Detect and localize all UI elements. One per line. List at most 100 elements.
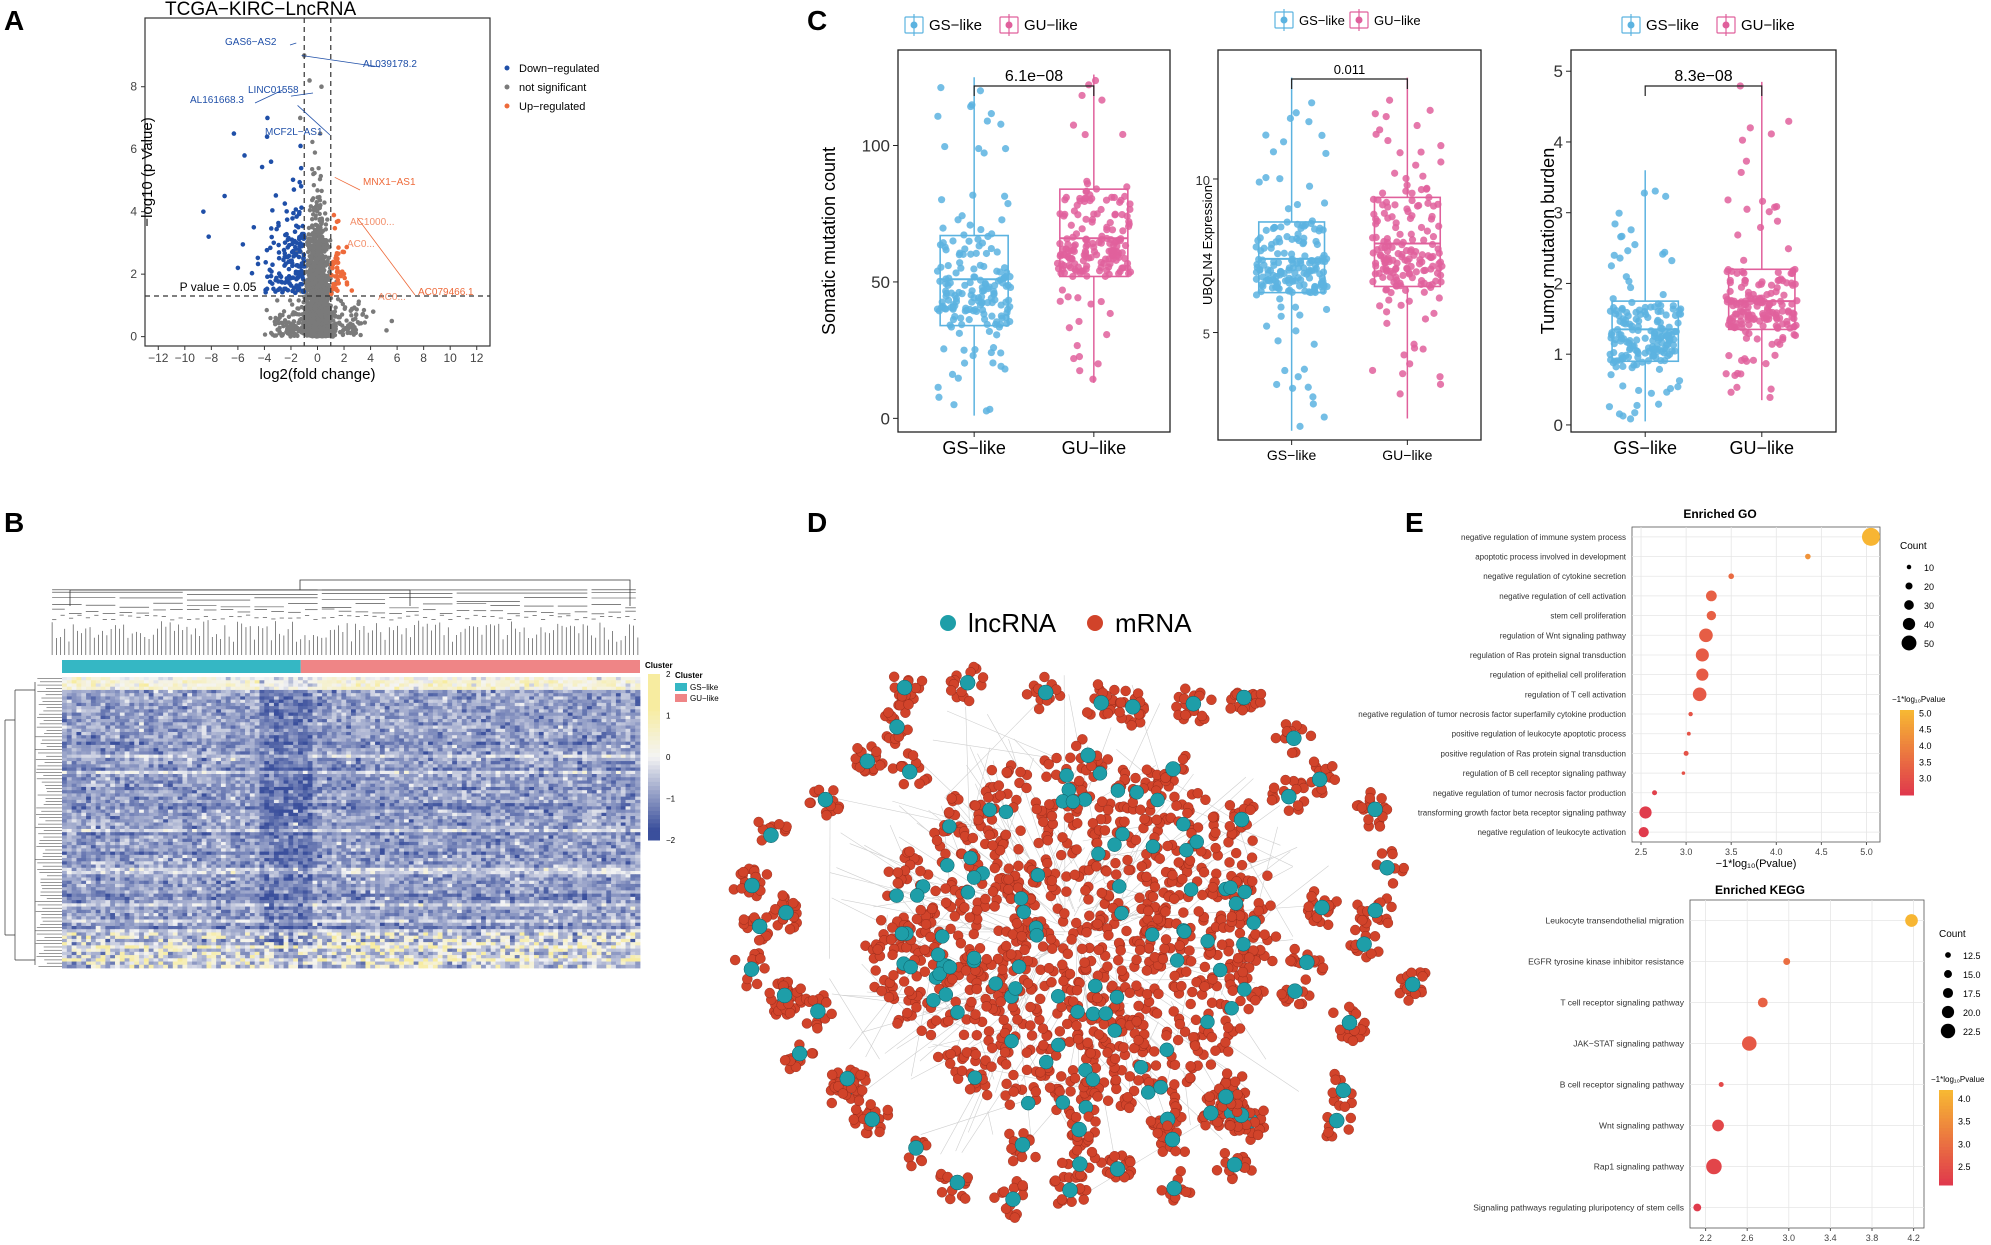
heat-cell	[283, 702, 289, 707]
heat-cell	[481, 683, 487, 688]
heat-cell	[490, 706, 496, 710]
jitter-point	[1619, 382, 1627, 390]
heat-cell	[288, 680, 294, 684]
volcano-point-down	[259, 164, 265, 170]
jitter-point	[1756, 223, 1765, 232]
heat-cell	[355, 677, 362, 681]
jitter-point	[1076, 367, 1084, 375]
heat-cell	[630, 702, 636, 707]
heat-cell	[543, 699, 549, 704]
heat-cell	[134, 677, 140, 681]
heat-cell	[548, 706, 554, 710]
heat-cell	[278, 683, 284, 688]
heat-cell	[283, 715, 289, 720]
heat-cell	[500, 677, 506, 681]
heat-cell	[582, 693, 588, 697]
heat-cell	[216, 683, 222, 688]
volcano-point	[281, 323, 286, 329]
heat-cell	[148, 699, 154, 704]
jitter-point	[1767, 281, 1776, 289]
volcano-point-down	[282, 251, 288, 256]
heat-cell	[322, 677, 328, 681]
heat-cell	[428, 677, 434, 681]
heat-cell	[615, 702, 622, 707]
jitter-point	[941, 142, 949, 151]
jitter-point	[1071, 260, 1079, 268]
heat-cell	[456, 702, 463, 707]
volcano-point-down	[271, 240, 277, 246]
heat-cell	[220, 693, 227, 697]
heat-cell	[192, 683, 198, 688]
jitter-point	[1103, 330, 1111, 339]
heat-cell	[254, 712, 260, 717]
jitter-point	[1437, 142, 1445, 150]
heat-cell	[346, 696, 352, 701]
heat-cell	[572, 683, 578, 688]
heat-cell	[567, 689, 573, 694]
heat-cell	[326, 696, 333, 701]
heat-cell	[577, 686, 583, 691]
jitter-point	[1102, 196, 1111, 204]
jitter-point	[1296, 311, 1304, 319]
volcano-point-up	[338, 273, 344, 279]
volcano-point-down	[287, 281, 292, 286]
volcano-point	[319, 328, 325, 333]
heat-cell	[90, 677, 97, 681]
heat-cell	[485, 686, 492, 691]
heat-cell	[278, 706, 284, 710]
heat-cell	[432, 686, 439, 691]
heat-cell	[288, 696, 294, 701]
heat-cell	[124, 689, 130, 694]
heat-cell	[365, 680, 371, 684]
volcano-point-down	[296, 224, 301, 230]
heat-cell	[216, 696, 222, 701]
heat-cell	[538, 696, 545, 701]
heat-cell	[505, 696, 511, 701]
heat-cell	[249, 715, 256, 720]
heat-cell	[124, 699, 130, 704]
heat-cell	[307, 702, 313, 707]
heat-cell	[447, 680, 453, 684]
heat-cell	[211, 686, 217, 691]
heat-cell	[505, 706, 511, 710]
heat-cell	[601, 696, 607, 701]
heat-cell	[461, 696, 467, 701]
heat-cell	[167, 699, 174, 704]
boxplot-2	[1605, 81, 1801, 423]
heat-cell	[114, 686, 121, 691]
volcano-point-down	[299, 205, 304, 210]
heat-cell	[196, 715, 203, 720]
heat-cell	[66, 696, 73, 701]
heat-cell	[110, 715, 116, 720]
heat-cell	[254, 680, 260, 684]
heat-cell	[437, 702, 443, 707]
jitter-point	[1674, 383, 1682, 391]
heat-cell	[461, 706, 467, 710]
heat-cell	[485, 683, 492, 688]
heat-cell	[307, 683, 313, 688]
heat-cell	[495, 706, 501, 710]
heat-cell	[567, 680, 573, 684]
heat-cell	[553, 712, 559, 717]
heat-cell	[611, 680, 617, 684]
volcano-point	[286, 331, 291, 336]
heat-cell	[543, 709, 549, 713]
jitter-point	[1675, 377, 1684, 385]
jitter-point	[1404, 207, 1412, 216]
x-tick-label: −10	[175, 351, 196, 365]
heat-cell	[240, 689, 246, 694]
heat-cell	[611, 706, 617, 710]
jitter-point	[1610, 251, 1618, 259]
heat-cell	[452, 702, 458, 707]
volcano-point-down	[269, 269, 274, 274]
jitter-point	[1396, 230, 1404, 238]
heat-cell	[519, 712, 525, 717]
jitter-point	[1429, 233, 1438, 241]
y-tick-label: 6	[130, 142, 137, 156]
heat-cell	[466, 712, 472, 717]
heat-cell	[408, 683, 415, 688]
jitter-point	[1428, 212, 1436, 221]
heat-cell	[394, 709, 400, 713]
jitter-point	[1654, 336, 1663, 344]
